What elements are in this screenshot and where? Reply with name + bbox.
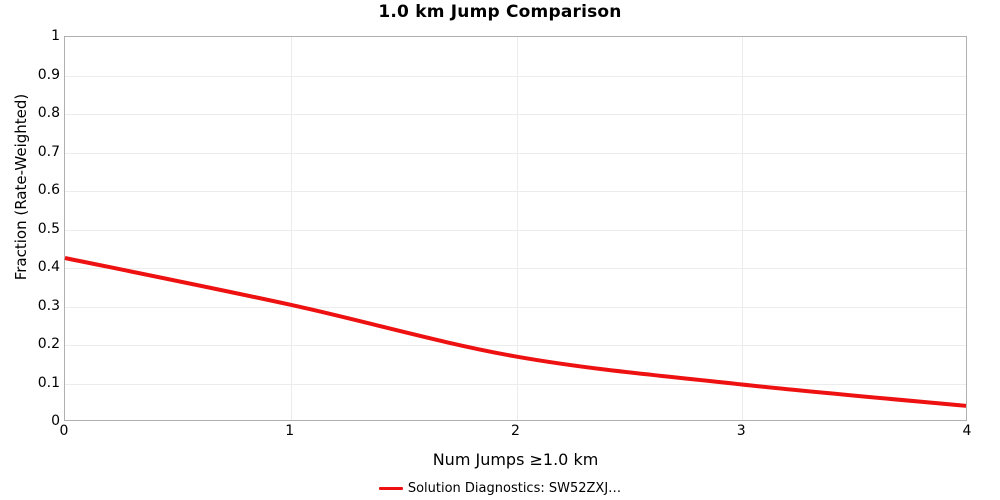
gridline-horizontal [65, 229, 966, 231]
x-axis-tick-labels: 0 1 2 3 4 [60, 423, 972, 446]
plot-area [64, 36, 967, 421]
gridline-horizontal [65, 383, 966, 385]
gridline-horizontal [65, 114, 966, 115]
series-line [65, 258, 966, 406]
y-axis-tick-label: 0 [51, 413, 60, 429]
y-axis-tick-label: 0.6 [37, 182, 60, 198]
y-axis-tick-label: 0.9 [37, 66, 60, 83]
x-axis-label: Num Jumps ≥1.0 km [432, 450, 599, 469]
gridline-vertical [290, 37, 292, 420]
y-axis-tick-label: 1 [51, 28, 60, 44]
y-axis-tick-label: 0.4 [37, 259, 60, 275]
y-axis-tick-label: 0.2 [37, 336, 60, 352]
legend-label: Solution Diagnostics: SW52ZXJ… [407, 481, 622, 496]
legend-entry[interactable]: Solution Diagnostics: SW52ZXJ… [378, 481, 622, 496]
gridline-horizontal [65, 306, 966, 308]
gridline-vertical [742, 37, 744, 420]
y-axis-tick-label: 0.3 [37, 297, 60, 314]
x-axis-tick-label: 3 [736, 423, 746, 439]
gridline-horizontal [65, 345, 966, 346]
x-axis-tick-label: 2 [511, 423, 520, 439]
y-axis-tick-label: 0.7 [37, 143, 60, 160]
y-axis-tick-label: 0.8 [37, 105, 60, 121]
x-axis-tick-label: 1 [285, 423, 295, 439]
gridline-horizontal [65, 75, 966, 77]
y-axis-tick-labels: 0 0.1 0.2 0.3 0.4 0.5 0.6 0.7 0.8 0.9 1 [0, 29, 60, 428]
y-axis-tick-label: 0.1 [37, 374, 60, 391]
series-layer [65, 37, 966, 420]
gridline-vertical [516, 37, 518, 420]
gridline-horizontal [65, 152, 966, 154]
gridline-horizontal [65, 191, 966, 192]
y-axis-tick-label: 0.5 [37, 220, 60, 237]
x-axis-tick-label: 0 [59, 423, 69, 439]
chart-legend: Solution Diagnostics: SW52ZXJ… [0, 481, 1000, 496]
chart-title: 1.0 km Jump Comparison [378, 2, 622, 22]
legend-line-swatch-icon [378, 487, 403, 490]
x-axis-tick-label: 4 [962, 423, 972, 439]
gridline-horizontal [65, 268, 966, 269]
